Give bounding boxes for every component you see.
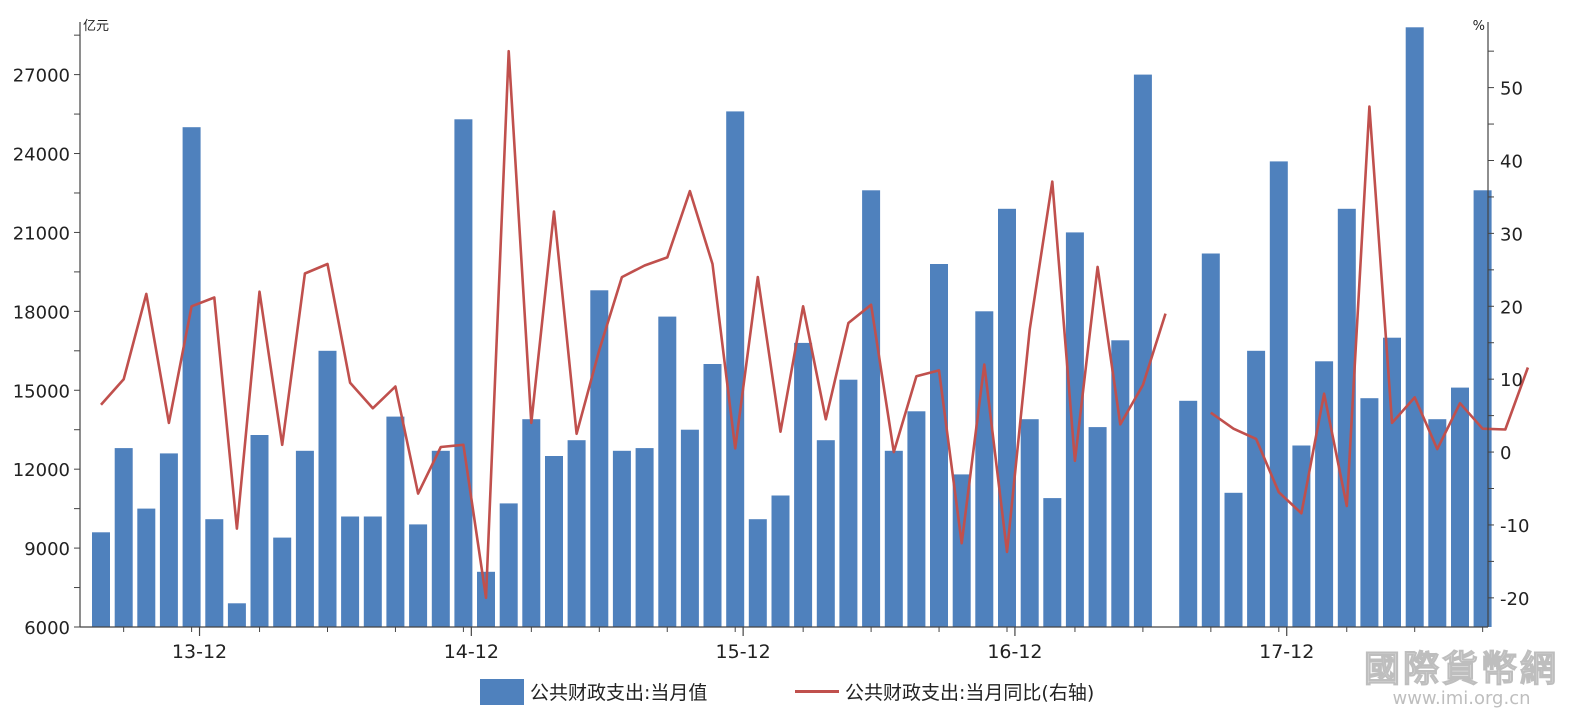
bar bbox=[522, 419, 541, 627]
bar bbox=[1111, 340, 1130, 627]
legend-label-line: 公共财政支出:当月同比(右轴) bbox=[845, 682, 1095, 704]
left-axis-tick-label: 9000 bbox=[24, 539, 70, 560]
bar bbox=[680, 429, 699, 627]
legend-item-bar: 公共财政支出:当月值 bbox=[480, 678, 707, 705]
bar bbox=[635, 448, 654, 627]
bar bbox=[1247, 350, 1266, 627]
bar bbox=[1020, 419, 1039, 627]
left-axis-tick-label: 12000 bbox=[13, 460, 70, 481]
bar bbox=[1269, 161, 1288, 627]
x-axis-tick-label: 17-12 bbox=[1259, 641, 1314, 663]
left-axis-tick-label: 18000 bbox=[13, 302, 70, 323]
bar bbox=[1360, 398, 1379, 627]
x-axis-tick-label: 14-12 bbox=[444, 641, 499, 663]
bar bbox=[409, 524, 428, 627]
bar bbox=[771, 495, 790, 627]
bar bbox=[884, 450, 903, 627]
bar bbox=[816, 440, 835, 627]
bar bbox=[182, 127, 201, 627]
bar bbox=[975, 311, 994, 627]
bar bbox=[386, 416, 405, 627]
bar bbox=[726, 111, 745, 627]
bar bbox=[114, 448, 133, 627]
legend: 公共财政支出:当月值 公共财政支出:当月同比(右轴) bbox=[0, 676, 1573, 710]
bar bbox=[454, 119, 473, 628]
bar bbox=[499, 503, 518, 627]
bar bbox=[1224, 492, 1243, 627]
watermark: 國際貨幣網 www.imi.org.cn bbox=[1363, 640, 1559, 710]
right-axis-tick-label: 40 bbox=[1500, 151, 1523, 172]
bar bbox=[1133, 74, 1152, 628]
bar bbox=[748, 519, 767, 627]
bar bbox=[1043, 498, 1062, 627]
bar bbox=[839, 379, 858, 627]
chart-canvas: 6000 9000 12000 15000 18000 21000 24000 27000 亿元… bbox=[13, 19, 1530, 663]
bar bbox=[1065, 232, 1084, 627]
watermark-url: www.imi.org.cn bbox=[1392, 688, 1531, 709]
bar bbox=[862, 190, 881, 628]
right-axis-tick-label: -10 bbox=[1500, 516, 1529, 537]
left-axis-tick-label: 21000 bbox=[13, 223, 70, 244]
series-line bbox=[100, 49, 1167, 600]
bar bbox=[1292, 445, 1311, 627]
bar bbox=[137, 508, 156, 627]
x-axis-tick-label: 15-12 bbox=[716, 641, 771, 663]
bar bbox=[227, 603, 246, 627]
bar bbox=[273, 537, 292, 627]
legend-item-line: 公共财政支出:当月同比(右轴) bbox=[795, 678, 1094, 705]
left-axis-unit: 亿元 bbox=[83, 19, 109, 34]
bar bbox=[545, 456, 563, 627]
bar bbox=[1088, 427, 1107, 627]
right-axis-tick-label: 10 bbox=[1500, 370, 1523, 391]
right-axis-unit: % bbox=[1473, 19, 1485, 34]
bar bbox=[363, 516, 382, 627]
bar bbox=[1201, 253, 1220, 627]
bar bbox=[205, 519, 224, 627]
right-axis-tick-label: 20 bbox=[1500, 297, 1523, 318]
bar bbox=[1405, 27, 1424, 628]
bar bbox=[703, 364, 722, 627]
bar bbox=[794, 342, 813, 627]
axes: 6000 9000 12000 15000 18000 21000 24000 27000 亿元… bbox=[13, 19, 1530, 663]
bar bbox=[1315, 361, 1334, 627]
legend-swatch-bar bbox=[480, 678, 524, 705]
bar bbox=[590, 290, 609, 627]
bar bbox=[658, 316, 677, 627]
bar bbox=[295, 450, 314, 627]
legend-swatch-line bbox=[795, 690, 839, 693]
line-series bbox=[100, 49, 1530, 600]
bar bbox=[1473, 190, 1492, 628]
bar bbox=[567, 440, 586, 627]
left-axis-tick-label: 24000 bbox=[13, 145, 70, 166]
bar bbox=[1337, 208, 1356, 628]
right-axis-tick-label: -20 bbox=[1500, 589, 1529, 610]
bar bbox=[250, 435, 269, 627]
series-line bbox=[1210, 105, 1530, 515]
x-axis-tick-label: 13-12 bbox=[172, 641, 227, 663]
bar bbox=[318, 350, 337, 627]
bar bbox=[431, 450, 450, 627]
x-axis-tick-label: 16-12 bbox=[987, 641, 1042, 663]
legend-label-bar: 公共财政支出:当月值 bbox=[530, 682, 708, 704]
left-axis-tick-label: 6000 bbox=[24, 618, 70, 639]
right-axis-tick-label: 0 bbox=[1500, 443, 1511, 464]
bar-series bbox=[92, 27, 1492, 628]
bar bbox=[1451, 387, 1469, 627]
bar bbox=[1179, 400, 1198, 627]
left-axis-tick-label: 27000 bbox=[13, 66, 70, 87]
bar bbox=[930, 264, 948, 627]
right-axis-tick-label: 50 bbox=[1500, 79, 1523, 100]
watermark-title: 國際貨幣網 bbox=[1363, 648, 1559, 691]
bar bbox=[1428, 419, 1447, 627]
left-axis-tick-label: 15000 bbox=[13, 381, 70, 402]
bar bbox=[159, 453, 178, 627]
bar bbox=[907, 411, 926, 627]
bar bbox=[341, 516, 360, 627]
bar bbox=[477, 571, 495, 627]
bar bbox=[1383, 337, 1401, 627]
bar bbox=[92, 532, 110, 627]
right-axis-tick-label: 30 bbox=[1500, 224, 1523, 245]
bar bbox=[998, 208, 1016, 628]
bar bbox=[612, 450, 631, 627]
